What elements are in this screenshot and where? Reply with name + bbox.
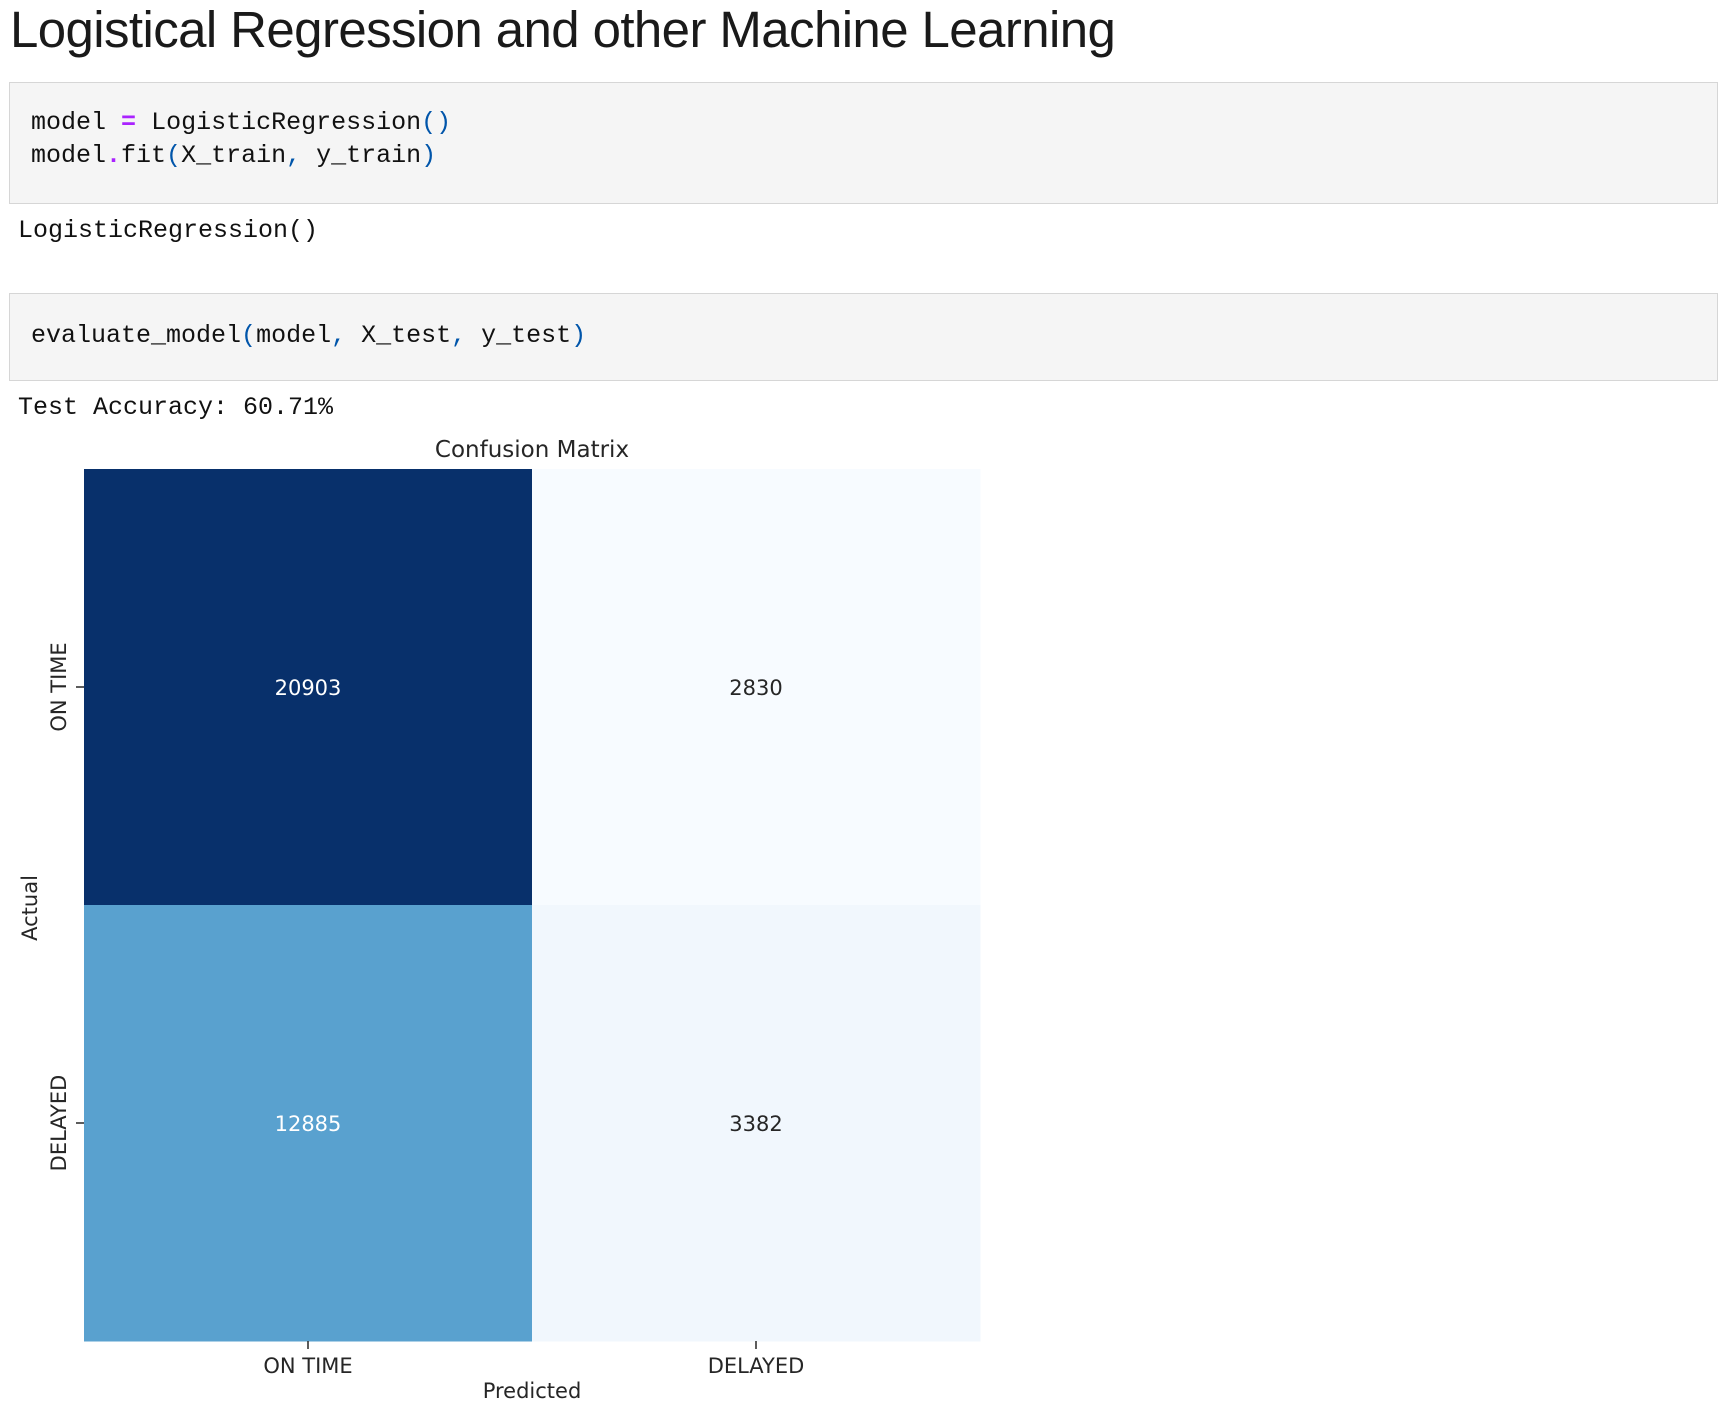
code-token: y_train xyxy=(316,141,422,170)
code-token: LogisticRegression xyxy=(151,108,422,137)
code-token: X_test xyxy=(361,321,452,350)
code-operator: = xyxy=(121,108,137,137)
confusion-matrix-chart: Confusion Matrix 20903 2830 12885 3382 ON TI… xyxy=(18,437,981,1403)
y-axis-label: Actual xyxy=(18,875,42,941)
code-line-fit: model.fit(X_train, y_train) xyxy=(31,139,436,173)
code-punctuation: , xyxy=(451,321,467,350)
chart-title: Confusion Matrix xyxy=(435,437,629,463)
code-punctuation: ( xyxy=(241,321,257,350)
cell-value-label: 12885 xyxy=(275,1112,342,1136)
x-tick-label: ON TIME xyxy=(263,1354,352,1378)
y-tick-label: ON TIME xyxy=(47,642,71,731)
heatmap-cell xyxy=(532,905,981,1342)
notebook-heading: Logistical Regression and other Machine … xyxy=(10,1,1116,58)
code-token: evaluate_model xyxy=(31,321,242,350)
code-token: model xyxy=(256,321,332,350)
code-cell-fit-model[interactable]: model = LogisticRegression() model.fit(X… xyxy=(9,82,1718,204)
code-punctuation: , xyxy=(331,321,347,350)
heatmap-labels: 20903 2830 12885 3382 ON TIME DELAYED ON TIME D… xyxy=(47,642,804,1378)
code-token: X_train xyxy=(181,141,287,170)
code-token: model xyxy=(31,141,107,170)
code-line-instantiate: model = LogisticRegression() xyxy=(31,106,451,140)
code-punctuation: ( xyxy=(421,108,437,137)
cell-value-label: 2830 xyxy=(729,676,782,700)
cell-output-accuracy: Test Accuracy: 60.71% xyxy=(18,393,334,422)
cell-value-label: 20903 xyxy=(275,676,342,700)
x-axis-label: Predicted xyxy=(483,1379,582,1403)
heatmap-cell xyxy=(84,905,533,1342)
code-token: model xyxy=(31,108,107,137)
heatmap-cells xyxy=(84,469,981,1342)
code-punctuation: ) xyxy=(421,141,437,170)
heatmap-cell xyxy=(532,469,981,906)
code-punctuation: , xyxy=(286,141,302,170)
code-token: fit xyxy=(121,141,167,170)
code-punctuation: ) xyxy=(571,321,587,350)
y-tick-label: DELAYED xyxy=(47,1075,71,1172)
code-operator: . xyxy=(106,141,122,170)
code-token: y_test xyxy=(481,321,572,350)
code-cell-evaluate[interactable]: evaluate_model(model, X_test, y_test) xyxy=(9,293,1718,381)
cell-output-model: LogisticRegression() xyxy=(18,216,319,245)
heatmap-cell xyxy=(84,469,533,906)
code-punctuation: ) xyxy=(436,108,452,137)
cell-value-label: 3382 xyxy=(729,1112,782,1136)
x-tick-label: DELAYED xyxy=(708,1354,805,1378)
code-line-evaluate: evaluate_model(model, X_test, y_test) xyxy=(31,319,586,353)
code-punctuation: ( xyxy=(166,141,182,170)
